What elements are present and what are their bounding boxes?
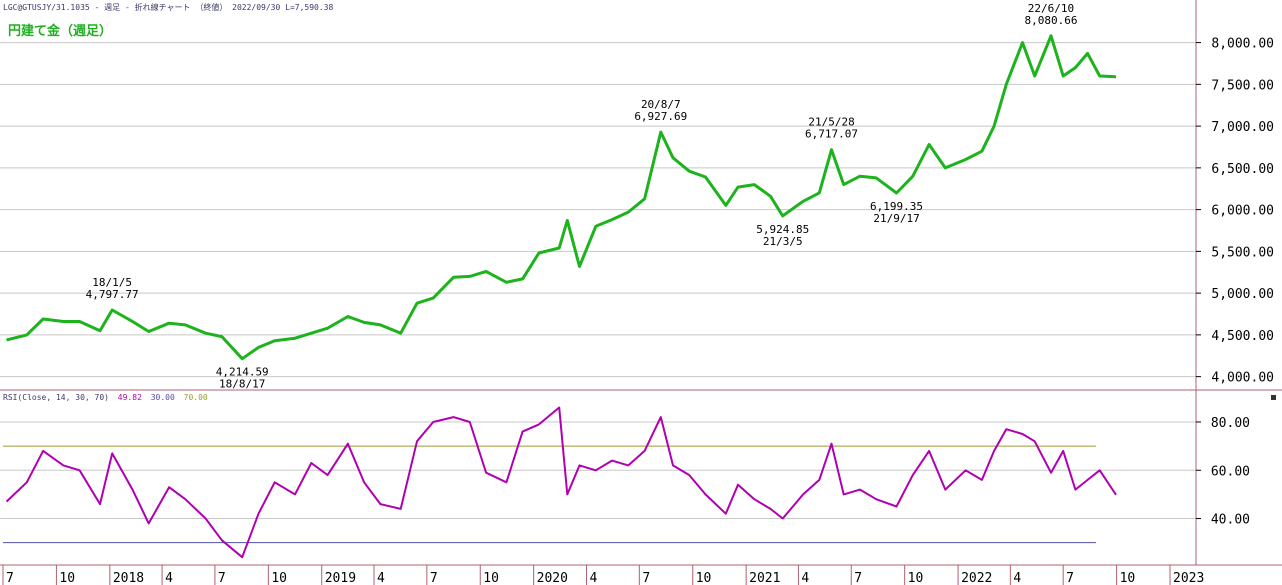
rsi-low-level: 30.00 — [151, 393, 175, 402]
x-tick-label: 10 — [1120, 571, 1136, 585]
price-annotation-label: 21/9/17 — [873, 212, 919, 225]
rsi-current-value: 49.82 — [118, 393, 142, 402]
rsi-series-line — [5, 406, 1117, 559]
price-grid — [0, 42, 1196, 378]
rsi-high-level: 70.00 — [184, 393, 208, 402]
price-annotation-label: 18/8/17 — [219, 378, 265, 391]
x-tick-label: 4 — [377, 571, 385, 585]
x-tick-label: 2018 — [113, 571, 144, 585]
price-tick-label: 4,000.00 — [1211, 371, 1274, 386]
x-tick-label: 10 — [271, 571, 287, 585]
chart-title: 円建て金（週足） — [8, 23, 112, 39]
header-info: LGC@GTUSJY/31.1035 - 週足 - 折れ線チャート （終値） 2… — [3, 2, 333, 12]
price-annotation-label: 21/5/28 — [808, 116, 854, 129]
price-y-ticks: 4,000.00 4,500.00 5,000.00 5,500.00 6,000.00… — [1196, 37, 1274, 386]
price-tick-label: 6,500.00 — [1211, 162, 1274, 177]
x-tick-label: 10 — [696, 571, 712, 585]
x-tick-label: 4 — [801, 571, 809, 585]
rsi-tick-label: 60.00 — [1211, 464, 1250, 479]
rsi-label: RSI(Close, 14, 30, 70) 49.82 30.00 70.00 — [3, 393, 208, 402]
price-annotation-label: 21/3/5 — [763, 235, 803, 248]
price-tick-label: 8,000.00 — [1211, 37, 1274, 52]
x-tick-label: 2019 — [325, 571, 356, 585]
x-tick-label: 7 — [642, 571, 650, 585]
price-annotation-label: 5,924.85 — [756, 223, 809, 236]
price-annotation-label: 6,199.35 — [870, 200, 923, 213]
x-tick-label: 2022 — [961, 571, 992, 585]
x-tick-label: 10 — [483, 571, 499, 585]
rsi-tick-label: 80.00 — [1211, 416, 1250, 431]
price-tick-label: 6,000.00 — [1211, 204, 1274, 219]
x-tick-label: 10 — [908, 571, 924, 585]
rsi-panel: 40.00 60.00 80.00 RSI(Close, 14, 30, 70) 4… — [0, 390, 1276, 565]
price-annotation-label: 4,797.77 — [86, 288, 139, 301]
price-annotation-label: 6,927.69 — [634, 110, 687, 123]
price-annotation-label: 18/1/5 — [92, 276, 132, 289]
x-tick-label: 10 — [59, 571, 75, 585]
x-tick-label: 4 — [590, 571, 598, 585]
rsi-label-name: RSI(Close, 14, 30, 70) — [3, 393, 109, 402]
price-annotation-label: 20/8/7 — [641, 98, 681, 111]
price-annotation-label: 8,080.66 — [1024, 14, 1077, 27]
price-annotation-label: 22/6/10 — [1028, 2, 1074, 15]
price-series-line — [6, 34, 1117, 361]
price-annotation-label: 4,214.59 — [216, 366, 269, 379]
x-tick-label: 2021 — [749, 571, 780, 585]
x-tick-label: 7 — [218, 571, 226, 585]
price-tick-label: 5,000.00 — [1211, 287, 1274, 302]
rsi-y-ticks: 40.00 60.00 80.00 — [1196, 416, 1250, 528]
x-tick-label: 4 — [1013, 571, 1021, 585]
price-panel: 4,000.00 4,500.00 5,000.00 5,500.00 6,000.00… — [0, 0, 1274, 391]
x-tick-label: 7 — [854, 571, 862, 585]
x-tick-label: 2020 — [537, 571, 568, 585]
price-annotation-label: 6,717.07 — [805, 128, 858, 141]
price-tick-label: 5,500.00 — [1211, 245, 1274, 260]
rsi-grid — [0, 421, 1196, 520]
x-tick-label: 7 — [6, 571, 14, 585]
price-tick-label: 7,500.00 — [1211, 78, 1274, 93]
x-axis: 7 10 2018 4 7 10 2019 4 7 10 2020 4 7 10 2021 4 7 10 2022 4… — [2, 565, 1204, 585]
x-tick-label: 7 — [1066, 571, 1074, 585]
x-tick-label: 4 — [165, 571, 173, 585]
x-tick-label: 2023 — [1173, 571, 1204, 585]
rsi-tick-label: 40.00 — [1211, 513, 1250, 528]
price-tick-label: 4,500.00 — [1211, 329, 1274, 344]
price-tick-label: 7,000.00 — [1211, 120, 1274, 135]
x-tick-label: 7 — [430, 571, 438, 585]
rsi-panel-box-icon[interactable] — [1271, 395, 1276, 400]
